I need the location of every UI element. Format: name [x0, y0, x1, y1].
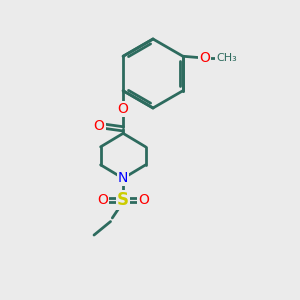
Text: O: O	[94, 119, 105, 133]
Text: S: S	[117, 191, 129, 209]
Text: O: O	[118, 102, 129, 116]
Text: CH₃: CH₃	[216, 53, 237, 63]
Text: N: N	[118, 171, 128, 185]
Text: O: O	[138, 193, 149, 207]
Text: O: O	[97, 193, 108, 207]
Text: O: O	[199, 51, 210, 65]
